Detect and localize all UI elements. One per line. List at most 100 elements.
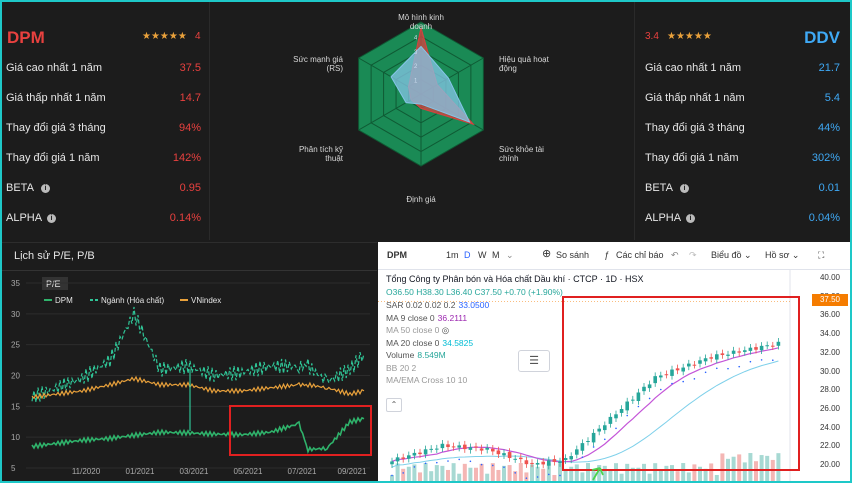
interval-dropdown-icon[interactable]: ⌄: [506, 250, 514, 260]
volume-bar: [720, 453, 725, 481]
candle-body: [653, 376, 657, 384]
pe-series-vnindex: [31, 375, 365, 400]
indicator-value: 34.5825: [442, 337, 474, 348]
volume-bar: [765, 455, 770, 481]
indicator-value: 33.0500: [458, 300, 490, 310]
pe-chart: P/E 5 10 15 20 25 30 35 11/2020 01/2021 03/2021 05/…: [11, 277, 372, 476]
sar-dot: [671, 382, 673, 385]
sar-dot: [704, 371, 707, 374]
ma20-line: [391, 360, 779, 468]
tv-ytick-label: 20.00: [819, 460, 840, 469]
candle-body: [771, 345, 775, 347]
pe-ytick-label: 10: [11, 433, 20, 442]
hidden-eye-icon[interactable]: ◎: [439, 325, 450, 335]
layouts-button[interactable]: Biểu đồ ⌄: [711, 250, 752, 260]
candle-body: [401, 457, 405, 459]
volume-bar: [686, 472, 691, 481]
candle-body: [446, 444, 450, 448]
sar-dot: [447, 460, 449, 462]
volume-bar: [642, 463, 646, 481]
volume-bar: [776, 453, 781, 481]
volume-bar: [401, 468, 406, 481]
pe-xtick-label: 11/2020: [72, 467, 101, 476]
volume-bar: [457, 473, 462, 481]
volume-bar: [754, 461, 758, 481]
interval-1m[interactable]: 1m: [446, 250, 459, 260]
indicator-value: 8.549M: [417, 350, 446, 360]
dpm-stat-label: Giá cao nhất 1 năm: [6, 62, 103, 74]
indicator-legend-row[interactable]: MA 50 close 0 ◎: [386, 325, 449, 336]
ohlc-high: H38.30: [416, 287, 444, 297]
volume-bar: [614, 463, 618, 481]
interval-w[interactable]: W: [478, 250, 487, 260]
volume-bar: [636, 467, 641, 481]
indicator-legend-row[interactable]: MA 9 close 0 36.2111: [386, 313, 467, 323]
info-icon[interactable]: i: [47, 214, 56, 223]
undo-icon[interactable]: ↶: [671, 250, 679, 260]
volume-bar: [390, 475, 394, 481]
volume-bar: [591, 471, 596, 481]
ohlc-close: C37.50: [474, 287, 502, 297]
indicators-button[interactable]: Các chỉ báo: [616, 250, 664, 260]
pe-series-dpm: [31, 416, 365, 454]
tv-symbol[interactable]: DPM: [387, 250, 407, 260]
compare-icon[interactable]: ⊕: [542, 248, 552, 260]
pe-legend-label: DPM: [55, 296, 73, 305]
candle-body: [435, 448, 439, 450]
volume-bar: [552, 474, 557, 481]
volume-bar: [742, 462, 747, 481]
volume-bar: [446, 469, 450, 481]
volume-bar: [580, 472, 585, 481]
compare-button[interactable]: So sánh: [556, 250, 590, 260]
pe-highlight-box: [229, 405, 372, 456]
indicators-icon[interactable]: ƒ: [604, 250, 610, 260]
candle-body: [726, 354, 730, 356]
pe-xtick-label: 03/2021: [180, 467, 209, 476]
interval-d[interactable]: D: [464, 250, 471, 260]
indicator-legend-row[interactable]: BB 20 2: [386, 363, 416, 373]
volume-bar: [496, 469, 501, 481]
volume-bar: [698, 466, 702, 481]
info-icon[interactable]: i: [41, 184, 50, 193]
pe-xtick-label: 09/2021: [338, 467, 367, 476]
legend-toggle-icon[interactable]: ⌃: [386, 398, 402, 412]
indicator-legend-row[interactable]: SAR 0.02 0.02 0.2 33.0500: [386, 300, 489, 310]
candle-body: [619, 409, 624, 413]
sar-dot: [525, 477, 528, 479]
sar-dot: [424, 462, 427, 465]
pe-xtick-label: 07/2021: [288, 467, 317, 476]
volume-bar: [406, 466, 411, 481]
interval-m[interactable]: M: [492, 250, 500, 260]
candle-body: [423, 449, 428, 455]
candle-body: [675, 368, 680, 371]
candle-body: [502, 453, 506, 456]
redo-icon[interactable]: ↷: [689, 250, 697, 260]
dpm-stats-panel: DPM ★★★★★ 4 Giá cao nhất 1 năm 37.5 Giá th…: [2, 2, 210, 240]
volume-bar: [625, 463, 630, 481]
info-icon[interactable]: i: [680, 184, 689, 193]
ddv-ticker: DDV: [804, 28, 840, 47]
candle-body: [608, 416, 613, 424]
volume-bar: [485, 473, 490, 481]
candle-body: [474, 446, 478, 448]
tv-price-chart: [378, 270, 800, 481]
profile-button[interactable]: Hồ sơ ⌄: [765, 250, 800, 260]
fullscreen-icon[interactable]: ⛶: [818, 250, 825, 260]
profile-label: Hồ sơ: [765, 250, 790, 260]
ddv-stat-value: 44%: [817, 122, 840, 134]
indicator-legend-row[interactable]: MA 20 close 0 34.5825: [386, 338, 473, 348]
indicator-legend-row[interactable]: Volume 8.549M: [386, 350, 446, 360]
sar-dot: [503, 466, 505, 468]
dpm-stat-row: Thay đổi giá 3 tháng 94%: [6, 122, 201, 152]
green-arrow-annotation: [591, 467, 604, 481]
tv-ytick-label: 40.00: [819, 273, 840, 282]
legend-collapse-icon[interactable]: ☰: [518, 350, 550, 372]
volume-bar: [423, 463, 428, 481]
tv-ytick-label: 28.00: [819, 385, 840, 395]
volume-bar: [709, 463, 714, 481]
info-icon[interactable]: i: [686, 214, 695, 223]
indicator-legend-row[interactable]: MA/EMA Cross 10 10: [386, 375, 467, 385]
dpm-stat-row: Giá cao nhất 1 năm 37.5: [6, 62, 201, 92]
candle-body: [586, 441, 590, 443]
